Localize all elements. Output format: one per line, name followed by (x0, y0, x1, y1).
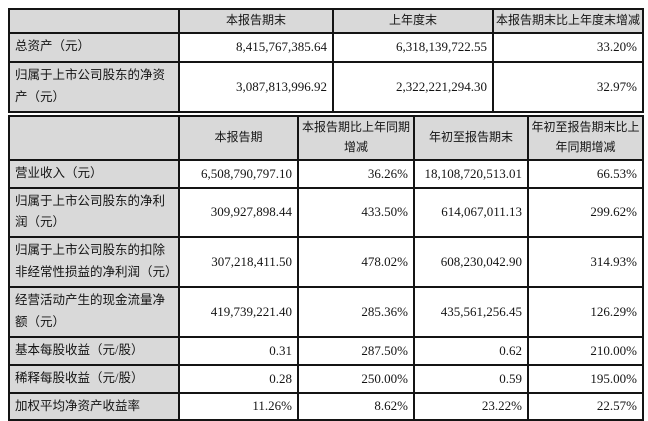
table-row-total-assets: 总资产（元） 8,415,767,385.64 6,318,139,722.55… (8, 31, 644, 63)
period-performance-table: 本报告期 本报告期比上年同期增减 年初至报告期末 年初至报告期末比上年同期增减 … (8, 114, 644, 421)
column-header-blank (8, 8, 180, 34)
column-header-current-period: 本报告期 (178, 114, 299, 161)
column-header-blank (8, 114, 180, 161)
column-header-change-vs-prior-year-end: 本报告期末比上年度末增减 (492, 8, 644, 34)
row-label: 加权平均净资产收益率 (8, 391, 180, 421)
cell-value: 0.28 (178, 363, 299, 394)
row-label: 营业收入（元） (8, 158, 180, 189)
table-row-weighted-average-roe: 加权平均净资产收益率 11.26% 8.62% 23.22% 22.57% (8, 391, 644, 421)
financial-summary-page: 本报告期末 上年度末 本报告期末比上年度末增减 总资产（元） 8,415,767… (8, 8, 644, 421)
cell-value: 0.31 (178, 335, 299, 366)
cell-value: 478.02% (297, 236, 415, 289)
table-row-diluted-eps: 稀释每股收益（元/股） 0.28 250.00% 0.59 195.00% (8, 363, 644, 394)
cell-value: 126.29% (527, 286, 644, 338)
table-row-net-profit: 归属于上市公司股东的净利润（元） 309,927,898.44 433.50% … (8, 186, 644, 239)
column-header-prior-year-end: 上年度末 (332, 8, 494, 34)
cell-value: 0.59 (413, 363, 529, 394)
column-header-current-period-end: 本报告期末 (178, 8, 334, 34)
column-header-change-vs-prior-period: 本报告期比上年同期增减 (297, 114, 415, 161)
cell-value: 6,318,139,722.55 (332, 31, 494, 63)
cell-value: 18,108,720,513.01 (413, 158, 529, 189)
cell-value: 419,739,221.40 (178, 286, 299, 338)
cell-value: 433.50% (297, 186, 415, 239)
table-row-net-profit-excl-nonrecurring: 归属于上市公司股东的扣除非经常性损益的净利润（元） 307,218,411.50… (8, 236, 644, 289)
row-label: 归属于上市公司股东的净利润（元） (8, 186, 180, 239)
cell-value: 195.00% (527, 363, 644, 394)
cell-value: 36.26% (297, 158, 415, 189)
row-label: 经营活动产生的现金流量净额（元） (8, 286, 180, 338)
cell-value: 608,230,042.90 (413, 236, 529, 289)
cell-value: 22.57% (527, 391, 644, 421)
cell-value: 23.22% (413, 391, 529, 421)
cell-value: 250.00% (297, 363, 415, 394)
cell-value: 33.20% (492, 31, 644, 63)
row-label: 归属于上市公司股东的扣除非经常性损益的净利润（元） (8, 236, 180, 289)
cell-value: 8,415,767,385.64 (178, 31, 334, 63)
cell-value: 435,561,256.45 (413, 286, 529, 338)
cell-value: 0.62 (413, 335, 529, 366)
cell-value: 32.97% (492, 60, 644, 113)
cell-value: 3,087,813,996.92 (178, 60, 334, 113)
cell-value: 309,927,898.44 (178, 186, 299, 239)
cell-value: 11.26% (178, 391, 299, 421)
column-header-year-to-date: 年初至报告期末 (413, 114, 529, 161)
table-row-operating-cash-flow: 经营活动产生的现金流量净额（元） 419,739,221.40 285.36% … (8, 286, 644, 338)
row-label: 稀释每股收益（元/股） (8, 363, 180, 394)
row-label: 基本每股收益（元/股） (8, 335, 180, 366)
cell-value: 307,218,411.50 (178, 236, 299, 289)
cell-value: 2,322,221,294.30 (332, 60, 494, 113)
cell-value: 285.36% (297, 286, 415, 338)
table-row-net-assets: 归属于上市公司股东的净资产（元） 3,087,813,996.92 2,322,… (8, 60, 644, 113)
cell-value: 314.93% (527, 236, 644, 289)
row-label: 总资产（元） (8, 31, 180, 63)
table-header-row: 本报告期末 上年度末 本报告期末比上年度末增减 (8, 8, 644, 34)
table-header-row: 本报告期 本报告期比上年同期增减 年初至报告期末 年初至报告期末比上年同期增减 (8, 114, 644, 161)
cell-value: 6,508,790,797.10 (178, 158, 299, 189)
column-header-ytd-change-vs-prior-period: 年初至报告期末比上年同期增减 (527, 114, 644, 161)
table-row-basic-eps: 基本每股收益（元/股） 0.31 287.50% 0.62 210.00% (8, 335, 644, 366)
cell-value: 66.53% (527, 158, 644, 189)
cell-value: 8.62% (297, 391, 415, 421)
cell-value: 287.50% (297, 335, 415, 366)
period-end-balance-table: 本报告期末 上年度末 本报告期末比上年度末增减 总资产（元） 8,415,767… (8, 8, 644, 113)
cell-value: 614,067,011.13 (413, 186, 529, 239)
cell-value: 210.00% (527, 335, 644, 366)
cell-value: 299.62% (527, 186, 644, 239)
table-row-operating-revenue: 营业收入（元） 6,508,790,797.10 36.26% 18,108,7… (8, 158, 644, 189)
row-label: 归属于上市公司股东的净资产（元） (8, 60, 180, 113)
